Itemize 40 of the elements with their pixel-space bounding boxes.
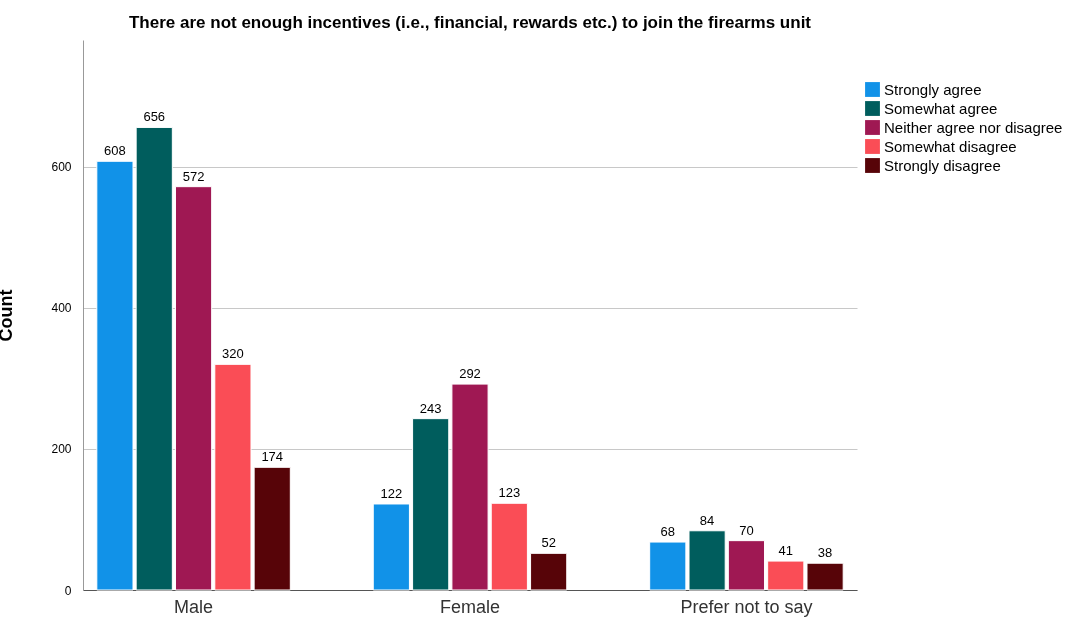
chart-title: There are not enough incentives (i.e., financial, rewards etc.) to join the firearms unit <box>128 13 812 32</box>
legend-label: Somewhat agree <box>884 99 998 117</box>
y-tick-label: 400 <box>51 301 72 316</box>
bar <box>767 560 805 591</box>
data-label: 656 <box>143 109 166 125</box>
bar <box>451 383 489 591</box>
y-tick-label: 200 <box>51 442 72 457</box>
data-label: 68 <box>660 524 675 540</box>
data-label: 174 <box>261 449 284 465</box>
data-label: 70 <box>739 522 754 538</box>
legend-label: Neither agree nor disagree <box>884 118 1063 136</box>
bar <box>490 502 528 591</box>
data-label: 608 <box>104 143 126 159</box>
data-label: 243 <box>419 400 442 416</box>
bar <box>372 503 410 591</box>
legend-label: Strongly agree <box>884 80 982 98</box>
x-tick-label: Prefer not to say <box>680 596 813 617</box>
data-label: 292 <box>459 366 481 382</box>
y-axis-title: Count <box>0 289 17 342</box>
bar <box>530 552 568 591</box>
bar <box>412 418 450 591</box>
y-tick-label: 600 <box>51 160 72 175</box>
data-label: 84 <box>699 512 715 528</box>
bar <box>806 562 844 591</box>
data-label: 122 <box>380 485 403 501</box>
data-label: 320 <box>222 346 244 362</box>
bar <box>96 160 134 591</box>
data-label: 572 <box>182 168 205 184</box>
data-label: 52 <box>541 535 556 551</box>
legend-label: Strongly disagree <box>884 156 1001 174</box>
data-label: 123 <box>498 485 521 501</box>
data-label: 38 <box>817 545 833 561</box>
legend-label: Somewhat disagree <box>884 137 1017 155</box>
y-tick-label: 0 <box>64 583 72 598</box>
x-tick-label: Female <box>439 596 501 617</box>
bar <box>727 540 766 591</box>
x-tick-label: Male <box>174 596 214 617</box>
bar <box>135 126 173 591</box>
data-label: 41 <box>778 543 793 559</box>
bar <box>174 186 213 591</box>
